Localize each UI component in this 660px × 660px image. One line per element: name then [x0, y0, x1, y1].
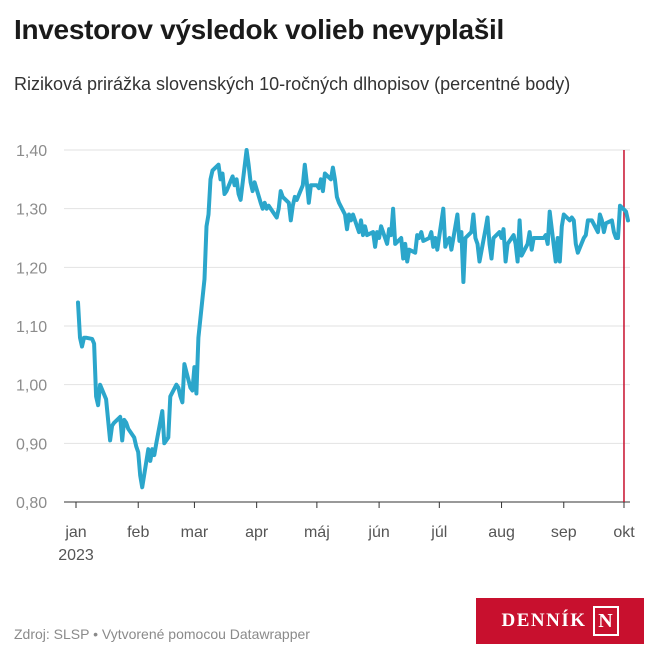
x-tick-label: jún	[367, 524, 389, 541]
x-tick-label: mar	[181, 524, 209, 541]
x-tick-label: jan	[64, 524, 86, 541]
series-line	[76, 148, 630, 490]
page-title: Investorov výsledok volieb nevyplašil	[14, 14, 505, 45]
x-tick-label: apr	[245, 524, 269, 541]
y-tick-label: 0,80	[16, 495, 47, 512]
x-axis-ticks: jan 2023 feb mar apr máj jún júl aug sep okt	[58, 502, 635, 564]
y-axis-ticks: 0,80 0,90 1,00 1,10 1,20 1,30 1,40	[16, 143, 47, 512]
y-tick-label: 1,10	[16, 319, 47, 336]
y-tick-label: 1,30	[16, 202, 47, 219]
source-note: Zdroj: SLSP • Vytvorené pomocou Datawrap…	[14, 626, 310, 642]
logo-n-mark: N	[592, 606, 619, 636]
x-tick-label: aug	[488, 524, 515, 541]
y-tick-label: 1,20	[16, 260, 47, 277]
x-tick-year-label: 2023	[58, 547, 94, 564]
y-tick-label: 0,90	[16, 436, 47, 453]
y-tick-label: 1,00	[16, 378, 47, 395]
x-tick-label: máj	[304, 524, 330, 541]
logo-wordmark: DENNÍK	[501, 610, 587, 631]
x-tick-label: feb	[127, 524, 149, 541]
dennik-n-logo[interactable]: DENNÍK N	[476, 598, 644, 644]
series-layer	[76, 148, 630, 490]
x-tick-label: sep	[551, 524, 577, 541]
x-tick-label: okt	[613, 524, 635, 541]
grid-lines	[64, 149, 630, 503]
x-tick-label: júl	[430, 524, 447, 541]
y-tick-label: 1,40	[16, 143, 47, 160]
chart-subtitle: Riziková prirážka slovenských 10-ročných…	[14, 74, 571, 94]
